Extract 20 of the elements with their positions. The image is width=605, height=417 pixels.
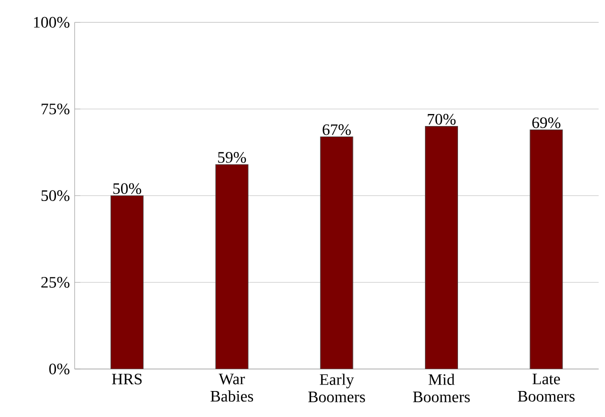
data-label: 67% [322,124,351,136]
bar [215,164,248,369]
y-tick-label: 50% [42,190,70,202]
y-tick-label: 100% [34,16,70,28]
x-tick-label: Early Boomers [308,374,365,402]
bar [530,130,563,369]
bar [424,126,458,369]
y-tick-label: 0% [49,364,70,374]
x-tick-label: Late Boomers [518,374,575,402]
data-label: 50% [113,183,142,194]
bar [110,195,144,369]
x-tick-label: HRS [112,374,142,384]
bar [320,136,354,369]
x-tick-label: War Babies [210,374,254,402]
y-tick-label: 25% [41,276,70,288]
data-label: 70% [428,114,456,125]
x-tick-label: Mid Boomers [413,374,470,402]
data-label: 59% [218,152,246,163]
data-label: 69% [532,117,560,128]
y-tick-label: 75% [42,104,70,114]
